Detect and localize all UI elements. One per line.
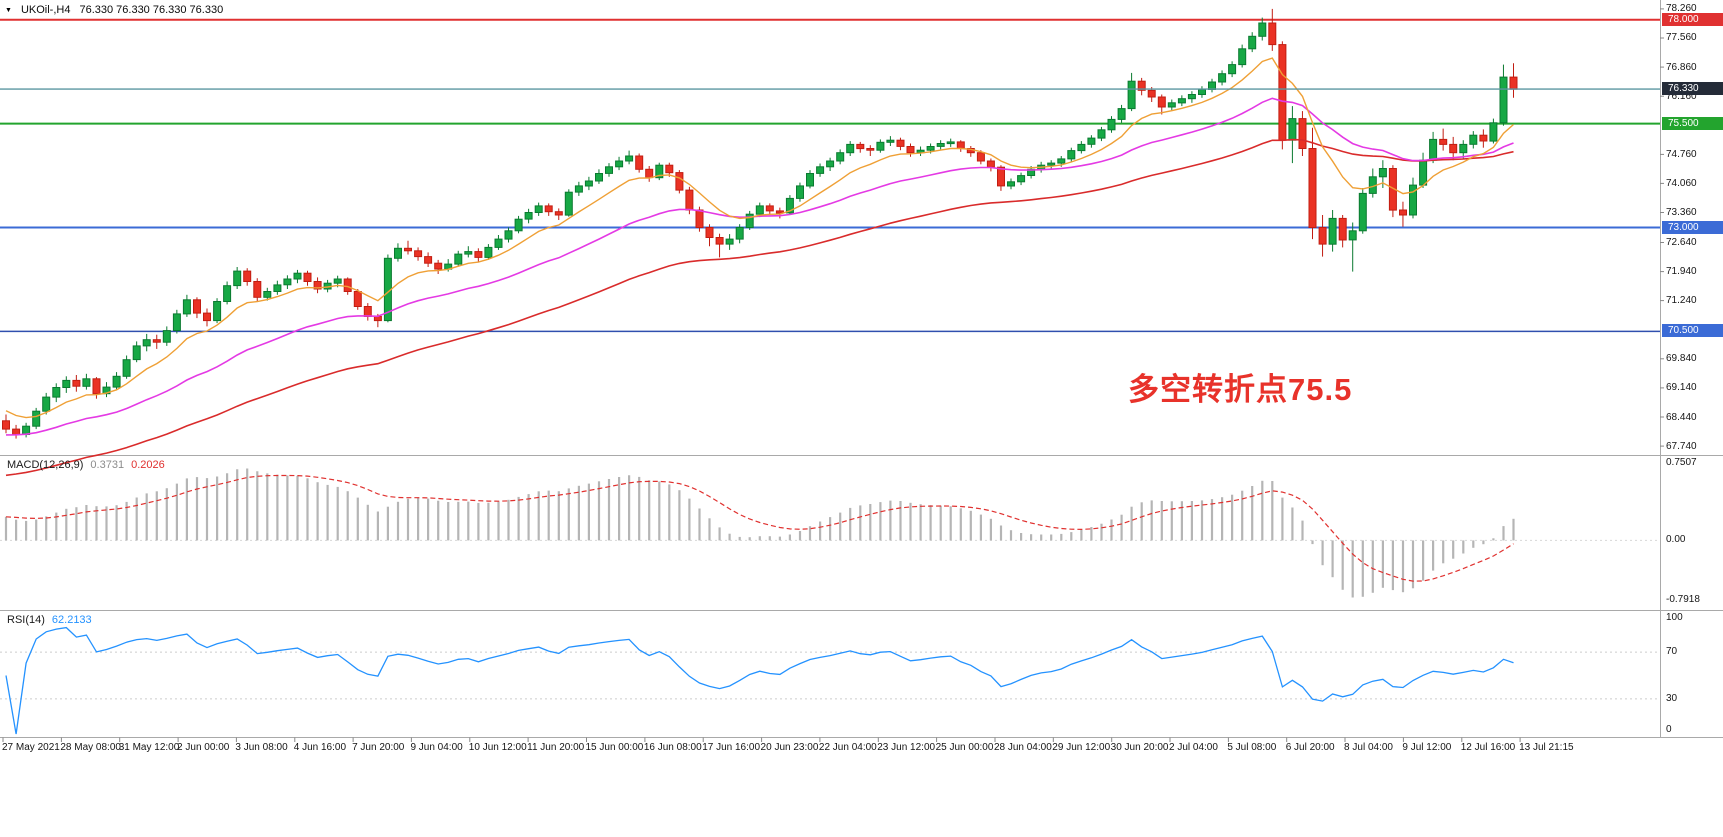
price-tick-label: 74.760 [1666,148,1697,160]
time-axis-label: 25 Jun 00:00 [935,742,994,753]
time-axis-label: 16 Jun 08:00 [643,742,702,753]
time-axis-label: 13 Jul 21:15 [1519,742,1574,753]
price-tick-label: 71.940 [1666,266,1697,278]
price-tick-label: 68.440 [1666,411,1697,423]
price-tick-label: 69.840 [1666,353,1697,365]
price-axis[interactable]: 78.000 76.330 75.500 73.000 70.500 0.750… [1660,0,1723,737]
rsi-axis-70-label: 70 [1666,646,1678,658]
price-level-badge-75500: 75.500 [1662,116,1723,130]
time-axis-label: 9 Jun 04:00 [410,742,463,753]
time-axis-label: 15 Jun 00:00 [585,742,644,753]
price-tick-label: 76.860 [1666,61,1697,73]
macd-axis-max-label: 0.7507 [1666,457,1697,468]
time-axis-label: 17 Jun 16:00 [702,742,761,753]
time-axis-label: 30 Jun 20:00 [1110,742,1169,753]
time-axis[interactable]: 27 May 2021 28 May 08:00 31 May 12:00 2 Jun… [0,738,1723,764]
time-axis-label: 23 Jun 12:00 [877,742,936,753]
time-axis-label: 11 Jun 20:00 [527,742,585,753]
current-price-badge: 76.330 [1662,82,1723,96]
rsi-axis-100-label: 100 [1666,612,1683,623]
price-tick-label: 67.740 [1666,440,1697,452]
time-axis-label: 8 Jul 04:00 [1344,742,1393,753]
symbol-timeframe-label: UKOil-,H4 [20,4,71,16]
price-tick-label: 78.260 [1666,3,1697,15]
rsi-axis-0-label: 0 [1666,724,1672,735]
rsi-panel-label: RSI(14) 62.2133 [7,614,92,626]
time-axis-label: 12 Jul 16:00 [1460,742,1516,753]
time-axis-label: 7 Jun 20:00 [352,742,405,753]
time-axis-label: 27 May 2021 [2,742,60,753]
time-axis-label: 20 Jun 23:00 [760,742,819,753]
time-axis-label: 3 Jun 08:00 [235,742,288,753]
rsi-indicator-name: RSI(14) [7,614,45,626]
price-tick-label: 69.140 [1666,382,1697,394]
price-tick-label: 71.240 [1666,295,1697,307]
price-level-badge-70500: 70.500 [1662,324,1723,338]
time-axis-label: 5 Jul 08:00 [1227,742,1277,753]
price-tick-label: 72.640 [1666,236,1697,248]
macd-signal-value: 0.2026 [131,459,165,471]
symbol-dropdown-icon[interactable]: ▼ [5,6,12,14]
macd-axis-zero-label: 0.00 [1666,534,1686,546]
time-axis-label: 10 Jun 12:00 [468,742,527,753]
time-axis-label: 2 Jul 04:00 [1169,742,1218,753]
macd-panel-label: MACD(12,26,9) 0.3731 0.2026 [7,459,165,471]
price-level-badge-78000: 78.000 [1662,12,1723,26]
macd-main-value: 0.3731 [90,459,125,471]
time-axis-label: 9 Jul 12:00 [1402,742,1452,753]
price-tick-label: 74.060 [1666,177,1697,189]
macd-indicator-name: MACD(12,26,9) [7,459,84,471]
price-tick-label: 76.160 [1666,90,1697,102]
time-axis-label: 2 Jun 00:00 [177,742,230,753]
chart-header: ▼ UKOil-,H4 76.330 76.330 76.330 76.330 [5,3,223,17]
ohlc-quote-values: 76.330 76.330 76.330 76.330 [79,4,224,16]
price-level-badge-73000: 73.000 [1662,220,1723,234]
time-axis-label: 29 Jun 12:00 [1052,742,1111,753]
rsi-axis-30-label: 30 [1666,692,1678,704]
time-axis-label: 22 Jun 04:00 [818,742,877,753]
time-axis-label: 28 Jun 04:00 [993,742,1052,753]
macd-axis-min-label: -0.7918 [1666,594,1700,605]
price-tick-label: 73.360 [1666,207,1697,219]
time-axis-label: 28 May 08:00 [60,742,121,753]
time-axis-label: 4 Jun 16:00 [293,742,347,753]
time-axis-label: 31 May 12:00 [118,742,180,753]
time-axis-label: 6 Jul 20:00 [1285,742,1335,753]
chart-annotation-text[interactable]: 多空转折点75.5 [1128,372,1353,407]
rsi-value: 62.2133 [51,614,92,626]
price-tick-label: 77.560 [1666,32,1697,44]
